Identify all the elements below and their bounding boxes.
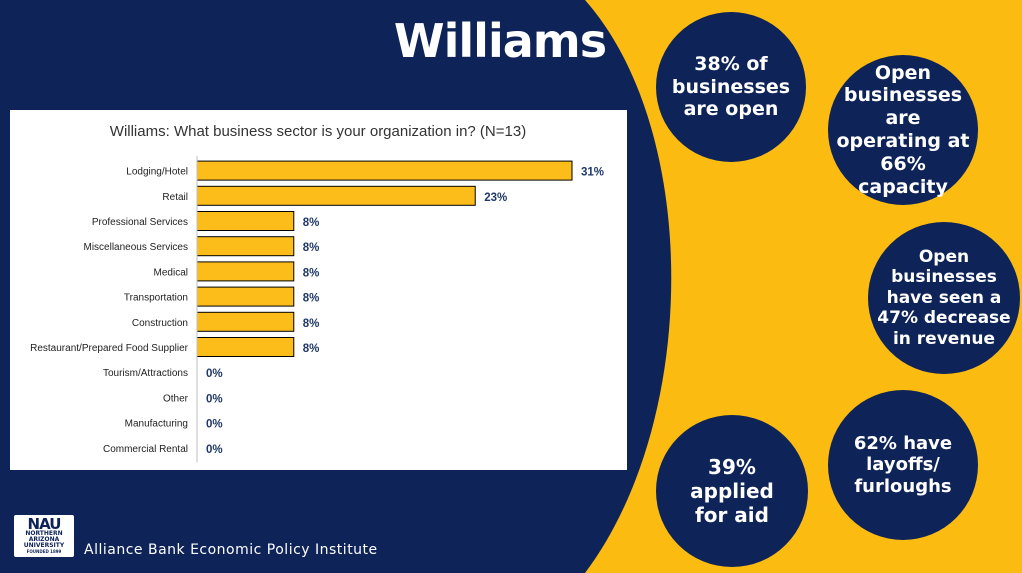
stat-line: layoffs/ [866,454,940,476]
nau-logo: NAU NORTHERN ARIZONA UNIVERSITY FOUNDED … [14,515,74,557]
category-label: Medical [154,267,188,278]
stat-line: businesses [671,75,791,98]
stat-text: Open businesses have seen a 47% decrease in … [877,247,1010,349]
stat-bubble-open: 38% of businesses are open [656,12,806,162]
data-label: 0% [206,368,223,380]
category-label: Other [163,393,189,404]
chart-panel: Williams: What business sector is your o… [10,110,627,470]
category-label: Transportation [124,293,188,304]
stat-bubble-layoffs: 62% have layoffs/furloughs [828,390,978,540]
category-label: Professional Services [92,217,188,228]
category-label: Construction [132,318,188,329]
stat-text: 39% applied for aid [690,455,774,527]
stat-text: 62% have layoffs/furloughs [854,433,952,498]
stat-line: for aid [695,503,769,527]
bar [196,160,573,181]
stat-bubble-aid: 39% applied for aid [656,415,808,567]
bar [196,261,295,282]
footer: NAU NORTHERN ARIZONA UNIVERSITY FOUNDED … [14,514,378,558]
stat-line: businesses [891,267,997,288]
stat-text: Open businesses are operating at 66% capaci… [836,62,970,199]
bar [196,236,295,257]
logo-main: NAU [27,515,62,533]
logo-line: ARIZONA [28,536,60,543]
bar [196,311,295,332]
stat-line: 66% capacity [858,152,948,198]
bar-chart: Williams: What business sector is your o… [30,123,604,463]
data-label: 31% [581,167,604,179]
stat-line: Open [918,247,970,268]
data-label: 8% [303,217,320,229]
category-label: Tourism/Attractions [103,368,188,379]
logo-line: UNIVERSITY [23,542,65,549]
data-label: 8% [303,318,320,330]
stat-bubble-revenue: Open businesses have seen a 47% decrease in … [868,222,1020,374]
bar [196,337,295,357]
data-label: 0% [206,393,223,405]
category-label: Miscellaneous Services [84,242,189,253]
stat-line: 47% decrease [877,308,1011,329]
stat-line: 39% [708,455,756,479]
data-label: 0% [206,419,223,431]
stat-line: are open [683,98,779,121]
category-label: Retail [162,192,188,203]
bar [196,185,476,206]
logo-line: NORTHERN [25,530,63,537]
footer-text: Alliance Bank Economic Policy Institute [84,542,378,558]
page-title: Williams [393,14,607,68]
stat-line: 38% of [694,52,768,75]
category-label: Restaurant/Prepared Food Supplier [30,343,189,354]
stat-line: operating at [836,130,970,152]
chart-title: Williams: What business sector is your o… [110,123,526,140]
category-label: Lodging/Hotel [126,167,188,178]
stat-text: 38% of businesses are open [672,53,790,121]
stat-line: 62% have [853,432,953,454]
category-label: Commercial Rental [103,444,188,455]
logo-line: FOUNDED 1899 [26,549,62,554]
stat-line: have seen a [886,287,1002,308]
stat-line: businesses are [843,84,963,130]
data-label: 8% [303,267,320,279]
data-label: 0% [206,444,223,456]
stat-line: applied [690,479,774,503]
stat-line: in revenue [892,328,996,349]
data-label: 8% [303,293,320,305]
bar [196,286,295,307]
category-label: Manufacturing [125,419,188,430]
data-label: 8% [303,343,320,355]
data-label: 23% [484,192,507,204]
stat-line: furloughs [854,475,952,497]
stat-line: Open [874,61,932,84]
data-label: 8% [303,242,320,254]
stat-bubble-capacity: Open businesses are operating at 66% capaci… [828,55,978,205]
bar [196,211,295,231]
